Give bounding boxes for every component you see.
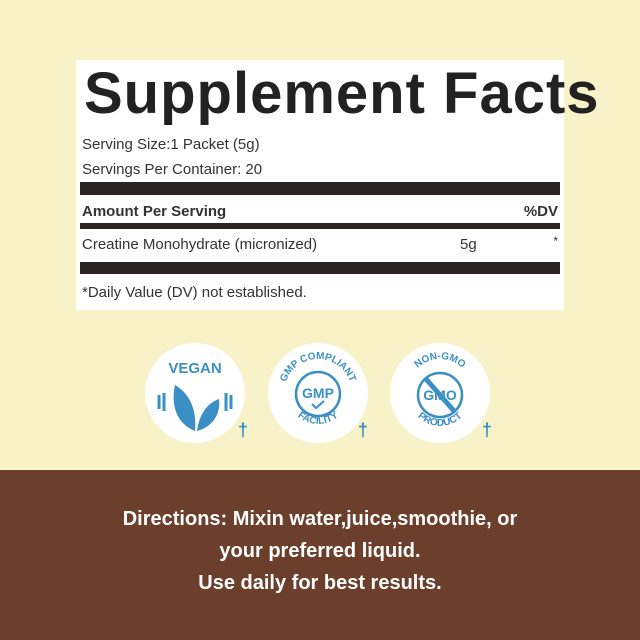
directions-line: your preferred liquid.: [219, 540, 421, 562]
vegan-badge: VEGAN: [145, 343, 245, 443]
ingredient-dv: *: [553, 234, 558, 248]
directions-line: Directions: Mixin water,juice,smoothie, …: [122, 508, 518, 530]
svg-text:VEGAN: VEGAN: [168, 360, 221, 377]
dagger-mark: †: [238, 420, 249, 440]
servings-per-container: Servings Per Container: 20: [82, 161, 263, 178]
ingredient-name: Creatine Monohydrate (micronized): [82, 236, 318, 253]
non-gmo-badge: NON-GMO GMO PRODUCT: [390, 343, 490, 443]
footnote: *Daily Value (DV) not established.: [82, 284, 307, 301]
svg-text:PRODUCT: PRODUCT: [416, 411, 465, 429]
amount-header: Amount Per Serving: [82, 203, 227, 220]
leaf-icon: VEGAN: [157, 360, 233, 431]
non-gmo-icon: NON-GMO GMO PRODUCT: [413, 351, 468, 429]
svg-text:GMP COMPLIANT: GMP COMPLIANT: [278, 351, 357, 384]
directions-section: Directions: Mixin water,juice,smoothie, …: [0, 470, 640, 640]
ingredient-amount: 5g: [460, 236, 477, 253]
serving-size: Serving Size:1 Packet (5g): [82, 136, 260, 153]
divider: [80, 262, 560, 274]
dv-header: %DV: [523, 203, 558, 220]
svg-text:FACILITY: FACILITY: [296, 410, 341, 427]
panel-title: Supplement Facts: [84, 61, 600, 126]
supplement-facts-panel: Supplement Facts Serving Size:1 Packet (…: [76, 60, 599, 310]
divider: [80, 223, 560, 229]
svg-text:NON-GMO: NON-GMO: [413, 351, 468, 371]
svg-text:GMP: GMP: [302, 385, 334, 401]
dagger-mark: †: [358, 420, 369, 440]
dagger-mark: †: [482, 420, 493, 440]
gmp-check-icon: GMP COMPLIANT GMP FACILITY: [278, 351, 357, 427]
directions-line: Use daily for best results.: [198, 572, 442, 594]
divider: [80, 182, 560, 195]
gmp-badge: GMP COMPLIANT GMP FACILITY: [268, 343, 368, 443]
